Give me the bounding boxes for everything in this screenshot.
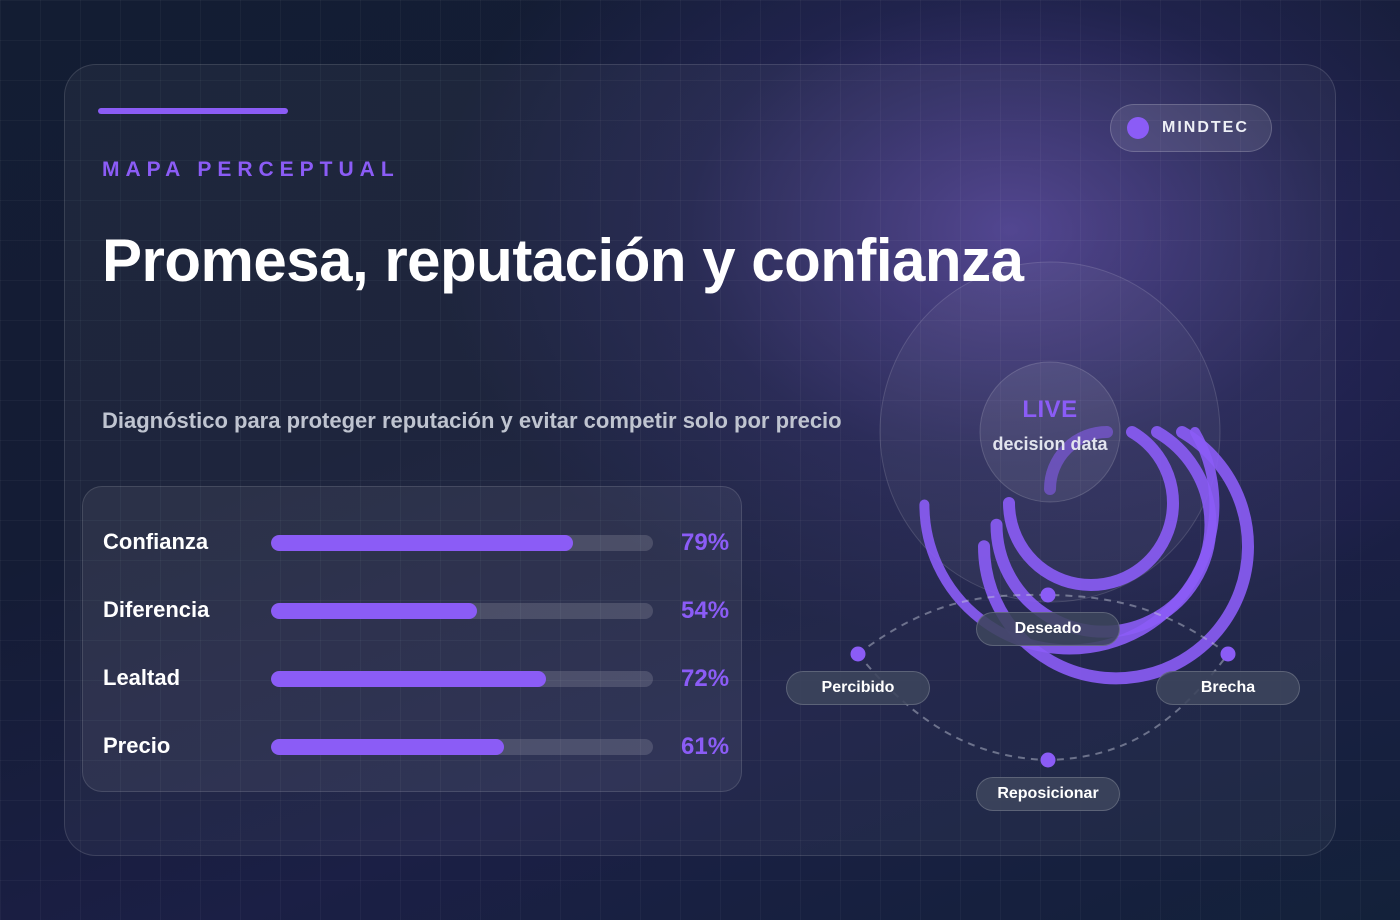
page-subtitle: Diagnóstico para proteger reputación y e… — [102, 408, 842, 433]
gauge-title: LIVE — [1022, 396, 1078, 423]
metric-value: 54% — [681, 597, 730, 624]
gauge-subtitle: decision data — [992, 434, 1108, 454]
metric-bar-fill — [271, 603, 478, 619]
metric-bar-track — [271, 535, 653, 551]
metric-bar-track — [271, 603, 653, 619]
metric-row: Precio 61% — [83, 725, 743, 765]
metric-row: Diferencia 54% — [83, 589, 743, 629]
map-node-reposicionar: Reposicionar — [976, 777, 1120, 811]
eyebrow-label: MAPA PERCEPTUAL — [102, 158, 400, 181]
metric-bar-track — [271, 671, 653, 687]
map-node-percibido: Percibido — [786, 671, 930, 705]
metric-label: Lealtad — [103, 665, 181, 690]
metric-label: Diferencia — [103, 597, 210, 622]
brand-badge: MINDTEC — [1110, 104, 1272, 152]
page-title: Promesa, reputación y confianza — [102, 227, 1024, 294]
brand-name: MINDTEC — [1162, 119, 1249, 136]
metric-label: Confianza — [103, 529, 209, 554]
metric-value: 79% — [681, 529, 730, 556]
metric-value: 72% — [681, 665, 730, 692]
metrics-panel: Confianza 79% Diferencia 54% Lealtad 72%… — [82, 486, 742, 792]
map-node-deseado: Deseado — [976, 612, 1120, 646]
brand-dot-icon — [1127, 117, 1149, 139]
metric-bar-fill — [271, 739, 505, 755]
metric-value: 61% — [681, 733, 730, 760]
accent-line — [98, 108, 288, 114]
map-node-brecha: Brecha — [1156, 671, 1300, 705]
metric-bar-track — [271, 739, 653, 755]
metric-bar-fill — [271, 535, 573, 551]
metric-row: Lealtad 72% — [83, 657, 743, 697]
metric-bar-fill — [271, 671, 547, 687]
metric-row: Confianza 79% — [83, 521, 743, 561]
metric-label: Precio — [103, 733, 171, 758]
